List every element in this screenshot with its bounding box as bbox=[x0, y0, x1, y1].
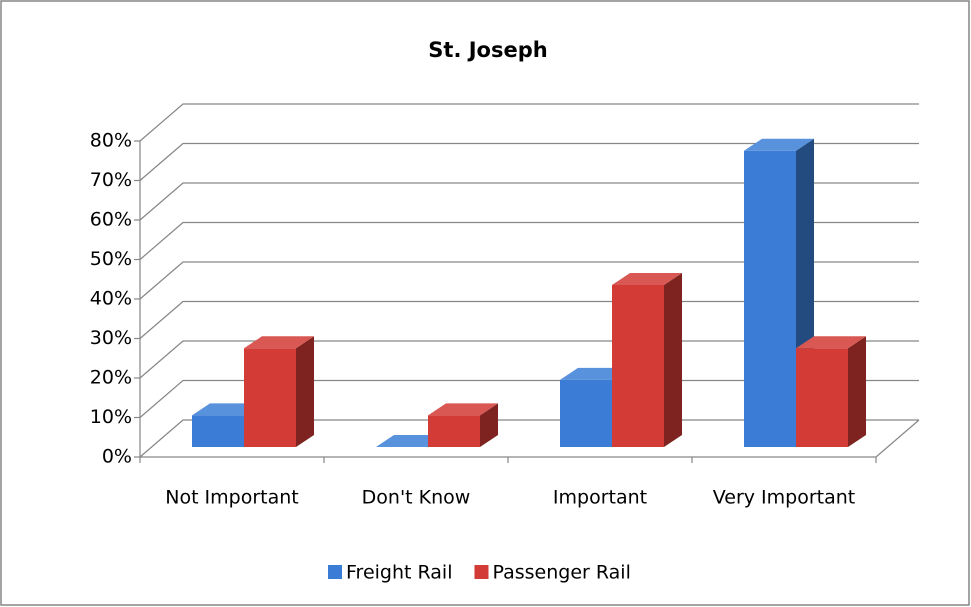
bar-face bbox=[296, 336, 314, 447]
x-tick-label: Very Important bbox=[713, 487, 856, 509]
bar-face bbox=[796, 336, 866, 349]
y-tick-label: 10% bbox=[90, 406, 132, 428]
grid-line bbox=[139, 182, 919, 221]
y-tick-label: 60% bbox=[90, 209, 132, 231]
y-tick-label: 40% bbox=[90, 288, 132, 310]
grid-line bbox=[139, 261, 919, 300]
bar-face bbox=[744, 150, 796, 447]
x-tick-label: Don't Know bbox=[362, 487, 471, 509]
x-tick-label: Not Important bbox=[165, 487, 299, 509]
bar bbox=[428, 403, 498, 447]
x-tick-label: Important bbox=[553, 487, 647, 509]
bar-face bbox=[428, 403, 498, 416]
bar-face bbox=[428, 415, 480, 447]
bar-face bbox=[796, 348, 848, 447]
bar-face bbox=[664, 273, 682, 447]
bar-face bbox=[744, 138, 814, 151]
grid-line bbox=[139, 103, 919, 142]
bar-face bbox=[612, 273, 682, 286]
bar bbox=[796, 336, 866, 447]
chart-title: St. Joseph bbox=[428, 38, 547, 62]
legend-label: Passenger Rail bbox=[493, 562, 631, 584]
y-tick-label: 30% bbox=[90, 327, 132, 349]
legend-label: Freight Rail bbox=[346, 562, 453, 584]
legend-swatch bbox=[328, 565, 342, 579]
bar-face bbox=[244, 336, 314, 349]
bar-face bbox=[480, 403, 498, 447]
grid-line bbox=[139, 142, 919, 181]
y-tick-label: 70% bbox=[90, 169, 132, 191]
legend-swatch bbox=[474, 565, 489, 579]
bar-face bbox=[560, 379, 612, 447]
y-tick-label: 80% bbox=[90, 130, 132, 152]
y-tick-label: 50% bbox=[90, 248, 132, 270]
bar-face bbox=[612, 285, 664, 447]
bar bbox=[244, 336, 314, 447]
grid-line bbox=[139, 221, 919, 260]
bar-face bbox=[192, 415, 244, 447]
bar bbox=[612, 273, 682, 447]
bar-face bbox=[848, 336, 866, 447]
y-tick-label: 0% bbox=[102, 446, 132, 468]
y-tick-label: 20% bbox=[90, 367, 132, 389]
bar-face bbox=[244, 348, 296, 447]
